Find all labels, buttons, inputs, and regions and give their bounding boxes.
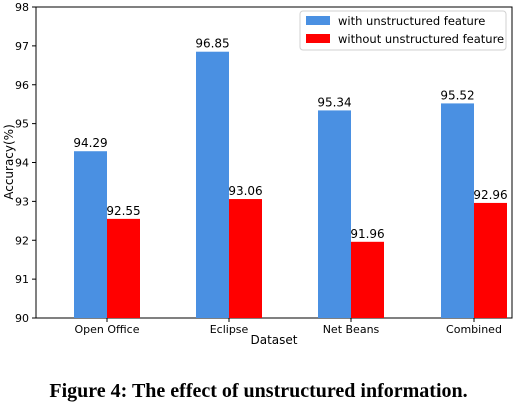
legend-label-without: without unstructured feature [338,32,504,46]
legend-label-with: with unstructured feature [338,14,485,28]
legend-frame [299,10,507,51]
x-axis: Open Office Eclipse Net Beans Combined [75,318,502,336]
y-tick-label: 91 [15,273,29,286]
bars-group [74,51,507,319]
y-tick-label: 92 [15,234,29,247]
bar-with-0 [74,151,107,318]
y-tick-label: 94 [15,157,29,170]
bar-without-1 [229,199,262,318]
bar-with-1 [196,51,229,319]
legend-swatch-without [306,34,330,43]
data-label: 95.34 [317,95,351,109]
y-tick-label: 90 [15,312,29,325]
bar-without-0 [107,218,140,318]
data-label: 93.06 [228,184,262,198]
y-tick-label: 95 [15,118,29,131]
y-tick-label: 93 [15,195,29,208]
y-axis-label: Accuracy(%) [2,124,16,200]
bar-without-2 [351,241,384,318]
data-label: 92.96 [473,188,507,202]
bar-with-2 [318,110,351,318]
bar-with-3 [441,103,474,318]
x-tick-label: Net Beans [323,323,380,336]
x-tick-label: Open Office [75,323,140,336]
x-axis-label: Dataset [251,333,298,347]
data-label: 95.52 [440,88,474,102]
legend: with unstructured feature without unstru… [299,10,507,51]
y-axis: 90 91 92 93 94 95 96 97 98 [15,1,36,325]
bar-chart: 94.29 96.85 95.34 95.52 92.55 93.06 91.96 92.96… [2,1,513,347]
figure-caption: Figure 4: The effect of unstructured inf… [49,380,468,402]
data-labels-group: 94.29 96.85 95.34 95.52 92.55 93.06 91.96 92.96 [73,37,507,241]
legend-swatch-with [306,16,330,25]
y-tick-label: 96 [15,79,29,92]
data-label: 92.55 [106,204,140,218]
bar-without-3 [474,202,507,318]
data-label: 96.85 [195,37,229,51]
data-label: 94.29 [73,136,107,150]
x-tick-label: Combined [446,323,502,336]
y-tick-label: 97 [15,40,29,53]
data-label: 91.96 [350,227,384,241]
y-tick-label: 98 [15,1,29,14]
x-tick-label: Eclipse [210,323,249,336]
